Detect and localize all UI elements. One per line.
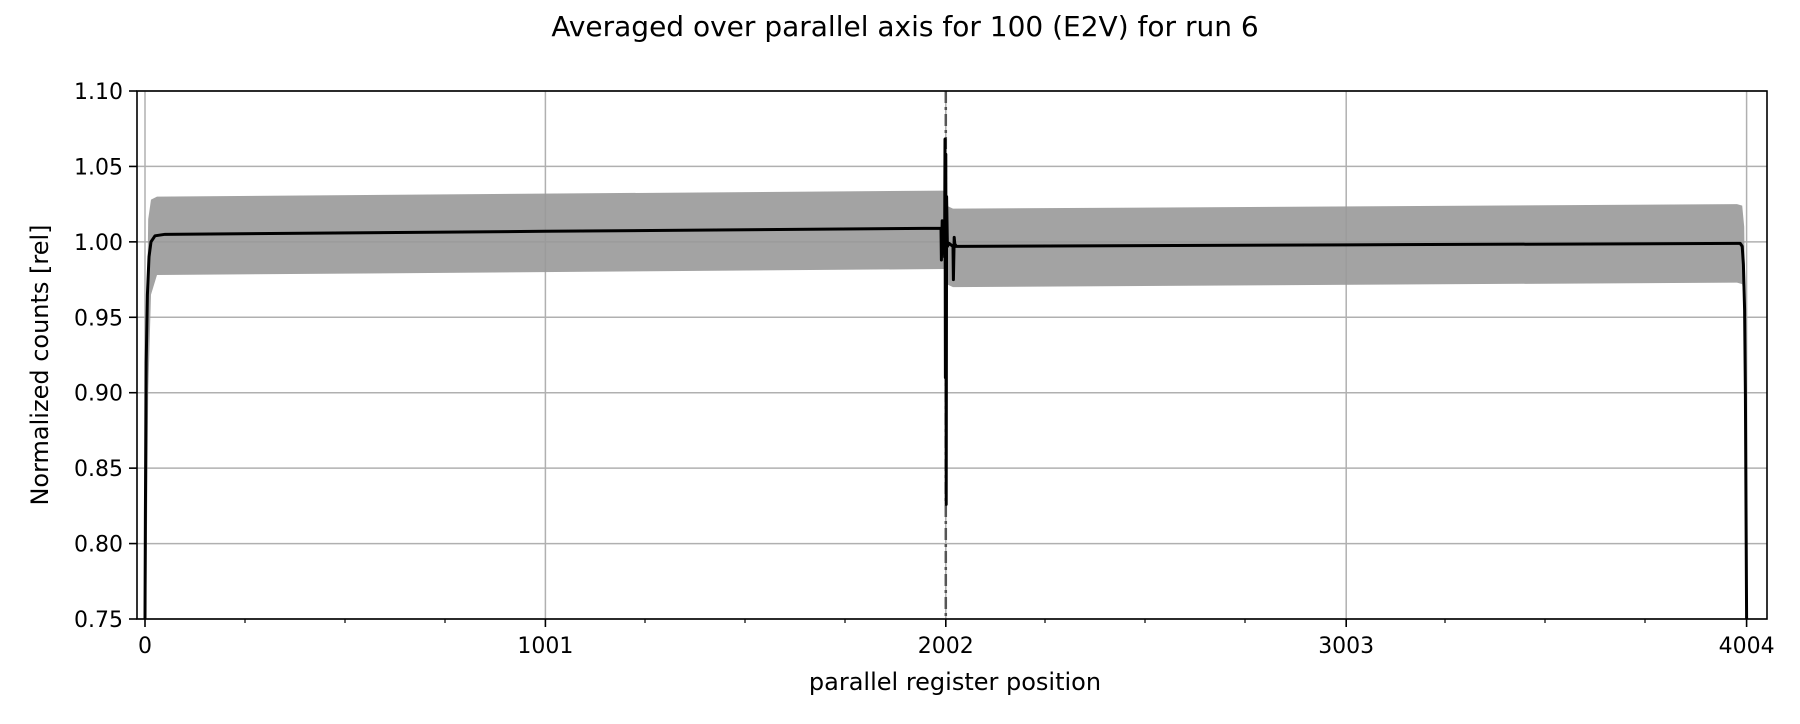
y-tick-label: 1.00	[74, 231, 123, 256]
plot-frame-rect	[136, 90, 1768, 620]
grid-lines	[137, 90, 1767, 620]
x-tick-label: 0	[138, 634, 152, 659]
x-tick-label: 3003	[1318, 634, 1374, 659]
y-axis-ticks: 0.75 0.80 0.85 0.90 0.95 1.00 1.05 1.10	[74, 80, 137, 633]
y-axis-label: Normalized counts [rel]	[26, 224, 54, 505]
plot-frame	[136, 90, 1768, 620]
y-tick-label: 0.80	[74, 533, 123, 558]
x-tick-label: 4004	[1719, 634, 1775, 659]
x-axis-ticks: 0 1001 2002 3003 4004	[138, 619, 1775, 659]
mean-line-path	[143, 137, 1749, 620]
y-tick-label: 0.95	[74, 306, 123, 331]
x-tick-label: 1001	[517, 634, 573, 659]
x-axis-label: parallel register position	[809, 668, 1101, 696]
y-tick-label: 0.75	[74, 608, 123, 633]
y-tick-label: 0.90	[74, 382, 123, 407]
mean-line	[143, 137, 1749, 620]
chart-title: Averaged over parallel axis for 100 (E2V…	[551, 10, 1258, 43]
x-tick-label: 2002	[918, 634, 974, 659]
y-tick-label: 1.10	[74, 80, 123, 105]
y-tick-label: 1.05	[74, 155, 123, 180]
y-tick-label: 0.85	[74, 457, 123, 482]
